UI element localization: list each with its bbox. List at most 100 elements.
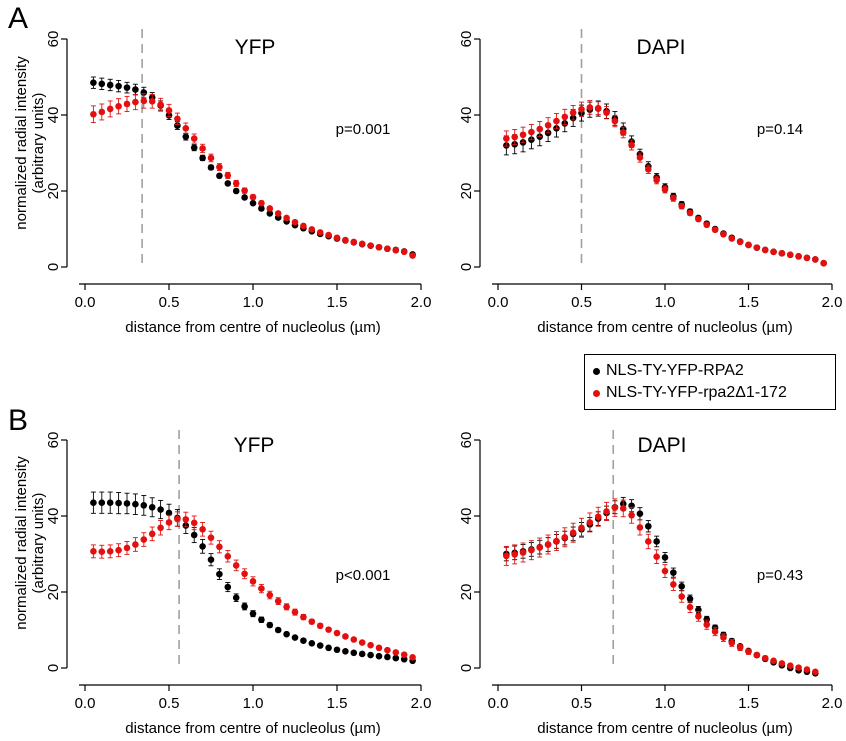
panel-letter-a: A — [8, 2, 29, 35]
legend-item-rpa2: NLS-TY-YFP-RPA2 — [593, 360, 827, 382]
data-point-rpa2-delta — [670, 581, 677, 588]
x-tick-label: 0.0 — [488, 695, 509, 712]
data-point-rpa2-delta — [686, 603, 694, 611]
data-point-rpa2-delta — [661, 186, 669, 193]
data-point-rpa2 — [106, 499, 114, 507]
chart-title: DAPI — [637, 434, 686, 457]
y-tick-label: 60 — [45, 31, 62, 48]
data-point-rpa2-delta — [367, 242, 374, 250]
data-point-rpa2 — [342, 647, 349, 655]
data-point-rpa2-delta — [661, 567, 669, 575]
y-tick-label: 40 — [45, 508, 62, 525]
data-point-rpa2-delta — [503, 135, 510, 142]
data-point-rpa2-delta — [653, 553, 660, 560]
data-point-rpa2-delta — [140, 536, 148, 543]
data-point-rpa2-delta — [686, 209, 694, 217]
data-point-rpa2-delta — [603, 508, 610, 515]
data-point-rpa2-delta — [778, 660, 786, 667]
data-point-rpa2-delta — [519, 131, 527, 139]
data-point-rpa2-delta — [325, 231, 332, 239]
data-point-rpa2-delta — [132, 541, 139, 548]
data-point-rpa2 — [241, 603, 248, 610]
x-tick-label: 1.5 — [738, 695, 759, 712]
data-point-rpa2-delta — [400, 651, 408, 658]
data-point-rpa2-delta — [207, 534, 215, 541]
y-tick-label: 60 — [458, 432, 475, 449]
x-tick-label: 0.0 — [75, 695, 96, 712]
data-point-rpa2-delta — [375, 243, 383, 251]
data-point-rpa2 — [199, 543, 206, 550]
data-point-rpa2-delta — [812, 256, 819, 263]
data-point-rpa2 — [400, 655, 408, 663]
data-point-rpa2 — [216, 172, 223, 180]
data-point-rpa2-delta — [711, 628, 719, 635]
data-point-rpa2 — [123, 84, 131, 91]
data-point-rpa2 — [98, 80, 106, 88]
data-point-rpa2 — [199, 154, 206, 162]
data-point-rpa2-delta — [728, 235, 736, 242]
data-point-rpa2-delta — [528, 546, 535, 554]
x-tick-label: 2.0 — [411, 294, 432, 311]
y-tick-label: 0 — [458, 263, 475, 271]
data-point-rpa2 — [291, 634, 299, 641]
data-point-rpa2-delta — [384, 245, 391, 253]
data-point-rpa2-delta — [786, 662, 794, 670]
data-point-rpa2-delta — [803, 666, 811, 673]
legend-label: NLS-TY-YFP-RPA2 — [606, 362, 744, 379]
data-point-rpa2-delta — [400, 248, 408, 256]
data-point-rpa2-delta — [333, 629, 341, 637]
data-point-rpa2-delta — [174, 515, 181, 523]
p-value-annotation: p<0.001 — [336, 567, 391, 584]
data-point-rpa2-delta — [711, 226, 719, 234]
data-point-rpa2 — [258, 616, 265, 624]
data-point-rpa2-delta — [140, 97, 148, 105]
data-point-rpa2-delta — [342, 633, 349, 640]
data-point-rpa2 — [392, 654, 400, 662]
chart-title: YFP — [234, 434, 275, 457]
data-point-rpa2 — [661, 554, 669, 561]
data-point-rpa2 — [308, 640, 316, 647]
data-point-rpa2-delta — [594, 104, 602, 112]
data-point-rpa2-delta — [199, 145, 206, 152]
data-point-rpa2 — [115, 82, 122, 90]
data-point-rpa2-delta — [544, 121, 552, 129]
data-point-rpa2 — [216, 570, 223, 578]
data-point-rpa2 — [123, 500, 131, 507]
data-point-rpa2 — [316, 642, 324, 649]
data-point-rpa2-delta — [753, 651, 761, 659]
data-point-rpa2-delta — [358, 639, 366, 646]
data-point-rpa2-delta — [561, 113, 569, 121]
y-tick-label: 60 — [45, 432, 62, 449]
data-point-rpa2-delta — [745, 648, 752, 655]
data-point-rpa2 — [258, 205, 265, 212]
data-point-rpa2-delta — [308, 226, 316, 233]
data-point-rpa2-delta — [619, 505, 627, 512]
data-point-rpa2 — [333, 646, 341, 654]
data-point-rpa2 — [140, 502, 148, 509]
x-tick-label: 1.5 — [327, 695, 348, 712]
data-point-rpa2-delta — [553, 537, 560, 545]
legend: NLS-TY-YFP-RPA2 NLS-TY-YFP-rpa2Δ1-172 — [584, 354, 836, 410]
data-point-rpa2 — [266, 621, 274, 629]
data-point-rpa2-delta — [291, 608, 299, 616]
data-point-rpa2-delta — [753, 244, 761, 251]
x-tick-label: 1.0 — [655, 695, 676, 712]
data-point-rpa2-delta — [232, 562, 240, 569]
data-point-rpa2-delta — [569, 109, 577, 117]
data-point-rpa2-delta — [770, 248, 777, 256]
data-point-rpa2 — [157, 506, 164, 513]
data-point-rpa2-delta — [619, 129, 627, 136]
data-point-rpa2-delta — [106, 548, 114, 555]
data-point-rpa2 — [636, 510, 644, 518]
data-point-rpa2-delta — [266, 205, 274, 212]
data-point-rpa2-delta — [770, 657, 777, 665]
data-point-rpa2-delta — [241, 570, 248, 578]
data-point-rpa2-delta — [720, 231, 727, 238]
x-tick-label: 0.0 — [75, 294, 96, 311]
data-point-rpa2-delta — [333, 234, 341, 242]
data-point-rpa2-delta — [736, 644, 744, 651]
data-point-rpa2 — [266, 210, 274, 217]
data-point-rpa2-delta — [148, 98, 156, 105]
data-point-rpa2-delta — [258, 199, 265, 207]
